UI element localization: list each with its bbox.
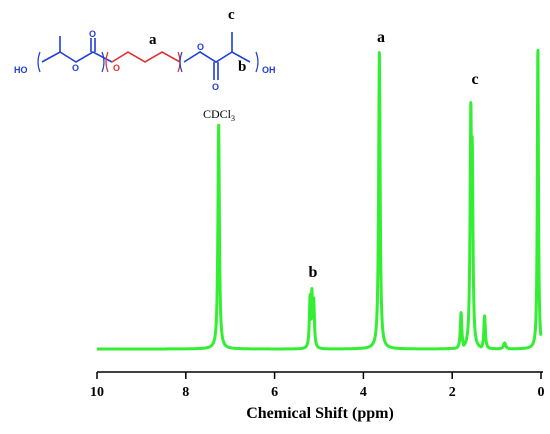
peak-label-a: a: [377, 29, 385, 46]
x-tick-label: 0: [538, 385, 545, 400]
x-tick-label: 10: [90, 385, 104, 400]
oxygen-4: O: [197, 42, 204, 52]
x-axis-title: Chemical Shift (ppm): [246, 405, 394, 422]
oxygen-2: O: [89, 29, 96, 39]
oxygen-1: O: [72, 63, 79, 73]
spectrum-line: [95, 48, 543, 351]
x-tick-label: 4: [360, 385, 367, 400]
bond-left: [41, 51, 113, 63]
x-tick-label: 6: [271, 385, 278, 400]
structure-label-a: a: [149, 32, 157, 48]
oh-right-text: OH: [262, 65, 276, 75]
structure-label-b: b: [238, 59, 246, 75]
ho-left-text: HO: [14, 65, 28, 75]
oxygen-3: O: [113, 63, 120, 73]
x-tick-label: 2: [449, 385, 456, 400]
x-tick-label: 8: [182, 385, 189, 400]
bond-right: [183, 51, 251, 63]
solvent-label: CDCl3: [203, 107, 235, 123]
chemical-structure: HO O O O a O O OH c b: [14, 7, 276, 92]
structure-label-c: c: [228, 7, 235, 23]
oxygen-5: O: [212, 82, 219, 92]
x-axis-ticks: 10 8 6 4 2 0: [90, 372, 545, 400]
peak-label-b: b: [309, 264, 318, 281]
peak-label-c: c: [471, 71, 478, 88]
bond-peg: [111, 51, 181, 63]
